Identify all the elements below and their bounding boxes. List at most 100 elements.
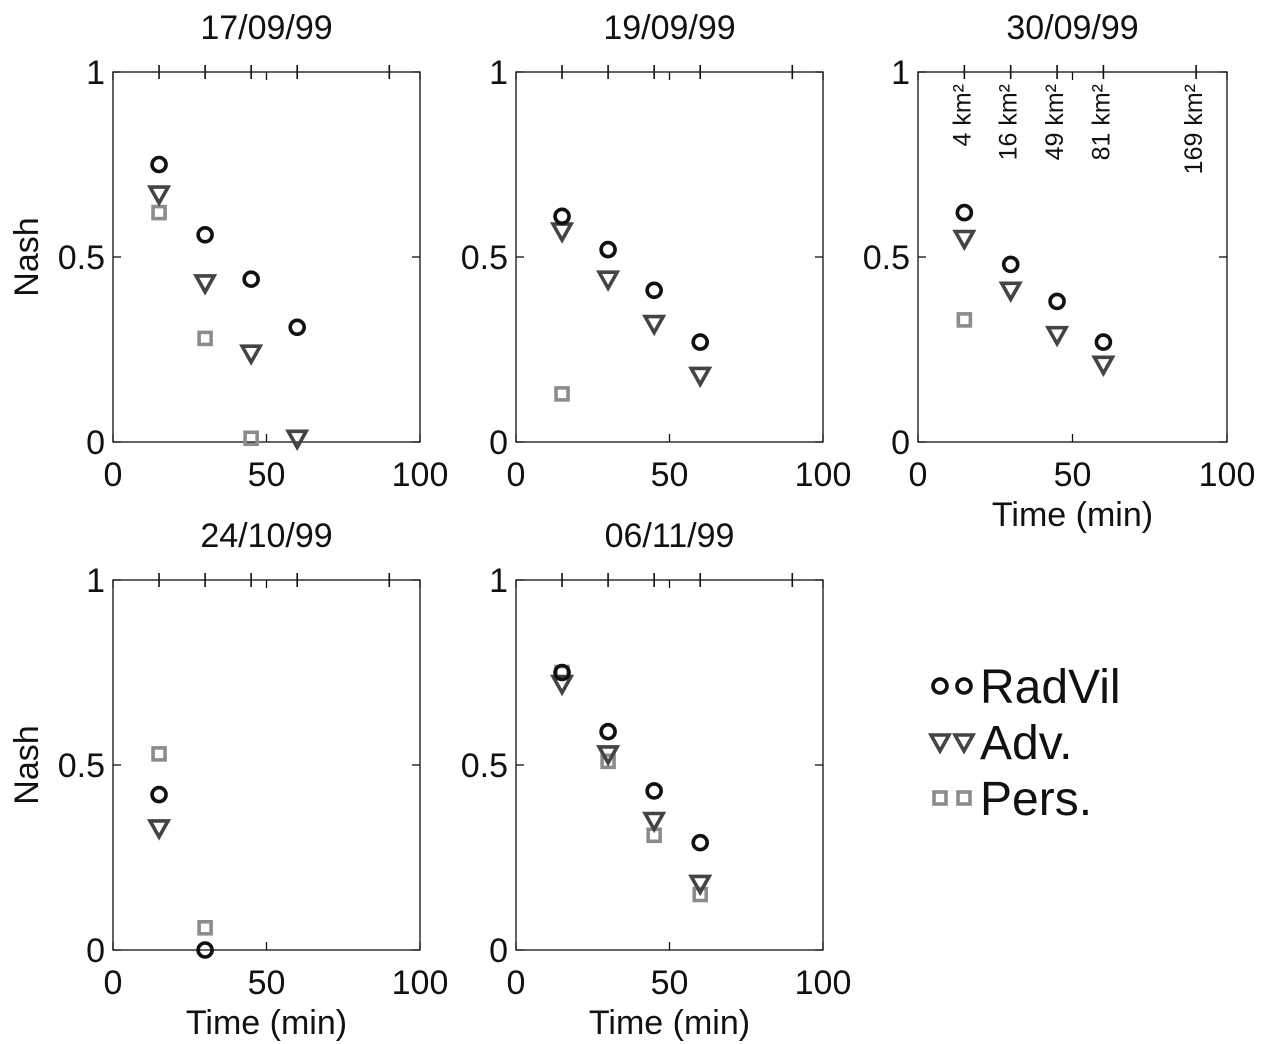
legend-label: Adv. [980, 717, 1072, 770]
point-radvil [599, 722, 617, 741]
legend-label: Pers. [980, 773, 1092, 826]
plot-frame [112, 579, 421, 951]
y-tick-label: 0 [86, 424, 105, 462]
point-radvil [1094, 333, 1113, 351]
point-radvil [691, 333, 710, 351]
legend-marker [951, 733, 977, 755]
point-adv [146, 185, 172, 207]
area-annotation: 4 km² [948, 84, 976, 147]
point-radvil [645, 281, 663, 300]
point-radvil [645, 782, 663, 800]
point-radvil [196, 226, 214, 244]
point-adv [688, 874, 713, 897]
point-adv [1091, 355, 1116, 377]
panel-4: 24/10/99 0 50 100 0 0.5 1 Nash Time (min) [8, 517, 448, 1042]
point-adv [642, 811, 667, 834]
panel-2: 19/09/99 0 50 100 0 0.5 1 [461, 9, 852, 494]
y-axis-label: Nash [8, 217, 46, 296]
y-axis-label: Nash [8, 725, 46, 804]
point-radvil [553, 207, 571, 226]
point-pers [956, 312, 973, 328]
legend-item: Adv. [927, 717, 1072, 770]
x-tick-label: 50 [248, 456, 286, 494]
y-tick-label: 0 [86, 932, 105, 970]
point-pers [554, 386, 570, 402]
point-radvil [1048, 292, 1066, 311]
point-radvil [691, 833, 710, 852]
x-tick-label: 100 [795, 456, 852, 494]
x-axis-label: Time (min) [186, 1004, 347, 1042]
legend-marker [931, 677, 949, 695]
legend-item: RadVil [931, 661, 1121, 714]
point-radvil [196, 941, 214, 959]
legend-marker [927, 733, 953, 755]
panel-title: 24/10/99 [200, 517, 332, 555]
panel-title: 06/11/99 [605, 517, 735, 555]
point-pers [197, 919, 213, 936]
point-radvil [955, 203, 974, 222]
point-adv [952, 229, 977, 252]
point-radvil [150, 155, 168, 174]
area-annotation: 49 km² [1041, 84, 1069, 160]
y-tick-label: 0.5 [58, 747, 105, 785]
x-tick-label: 0 [507, 964, 526, 1002]
y-tick-label: 0.5 [461, 239, 508, 277]
y-tick-label: 0 [489, 424, 508, 462]
legend-item: Pers. [932, 773, 1092, 826]
point-adv [193, 274, 218, 296]
plot-frame [112, 71, 421, 443]
x-tick-label: 0 [507, 456, 526, 494]
y-tick-label: 0.5 [58, 239, 105, 277]
point-radvil [599, 240, 617, 259]
y-tick-label: 0 [891, 424, 910, 462]
x-tick-label: 50 [651, 456, 689, 494]
y-tick-label: 0.5 [461, 747, 508, 785]
x-axis-label: Time (min) [589, 1004, 750, 1042]
area-annotation: 81 km² [1087, 84, 1115, 160]
legend-marker [955, 677, 973, 695]
x-tick-label: 100 [392, 964, 449, 1002]
legend-marker [932, 790, 948, 806]
point-radvil [1001, 255, 1020, 274]
point-pers [197, 330, 213, 347]
point-pers [692, 886, 709, 903]
point-adv [998, 281, 1023, 303]
point-adv [239, 344, 264, 366]
y-tick-label: 1 [86, 562, 105, 600]
x-tick-label: 0 [909, 456, 928, 494]
x-tick-label: 100 [392, 456, 449, 494]
y-tick-label: 0.5 [863, 239, 910, 277]
legend-marker [956, 790, 972, 806]
x-tick-label: 100 [795, 964, 852, 1002]
point-pers [600, 753, 616, 770]
y-tick-label: 1 [891, 54, 910, 92]
point-adv [146, 819, 172, 841]
point-adv [549, 222, 575, 244]
plot-frame [515, 579, 824, 951]
y-tick-label: 1 [86, 54, 105, 92]
x-tick-label: 100 [1199, 456, 1256, 494]
point-adv [285, 429, 310, 451]
legend-label: RadVil [980, 661, 1121, 714]
point-adv [596, 745, 621, 767]
panel-3: 30/09/99 0 50 100 0 0.5 1 Time (min) 4 km² 16 km²… [863, 9, 1256, 534]
y-tick-label: 1 [489, 54, 508, 92]
panel-1: 17/09/99 0 50 100 0 0.5 1 Nash [8, 9, 448, 494]
point-adv [549, 674, 575, 697]
y-tick-label: 1 [489, 562, 508, 600]
x-tick-label: 0 [104, 456, 123, 494]
point-pers [151, 746, 167, 762]
point-adv [1044, 325, 1070, 348]
point-radvil [553, 663, 571, 682]
point-adv [642, 314, 667, 337]
x-tick-label: 50 [248, 964, 286, 1002]
point-radvil [242, 270, 260, 289]
point-adv [688, 366, 713, 389]
x-tick-label: 50 [1054, 456, 1092, 494]
panel-title: 17/09/99 [200, 9, 332, 47]
point-adv [596, 270, 621, 292]
x-tick-label: 0 [104, 964, 123, 1002]
panel-title: 19/09/99 [603, 9, 735, 47]
